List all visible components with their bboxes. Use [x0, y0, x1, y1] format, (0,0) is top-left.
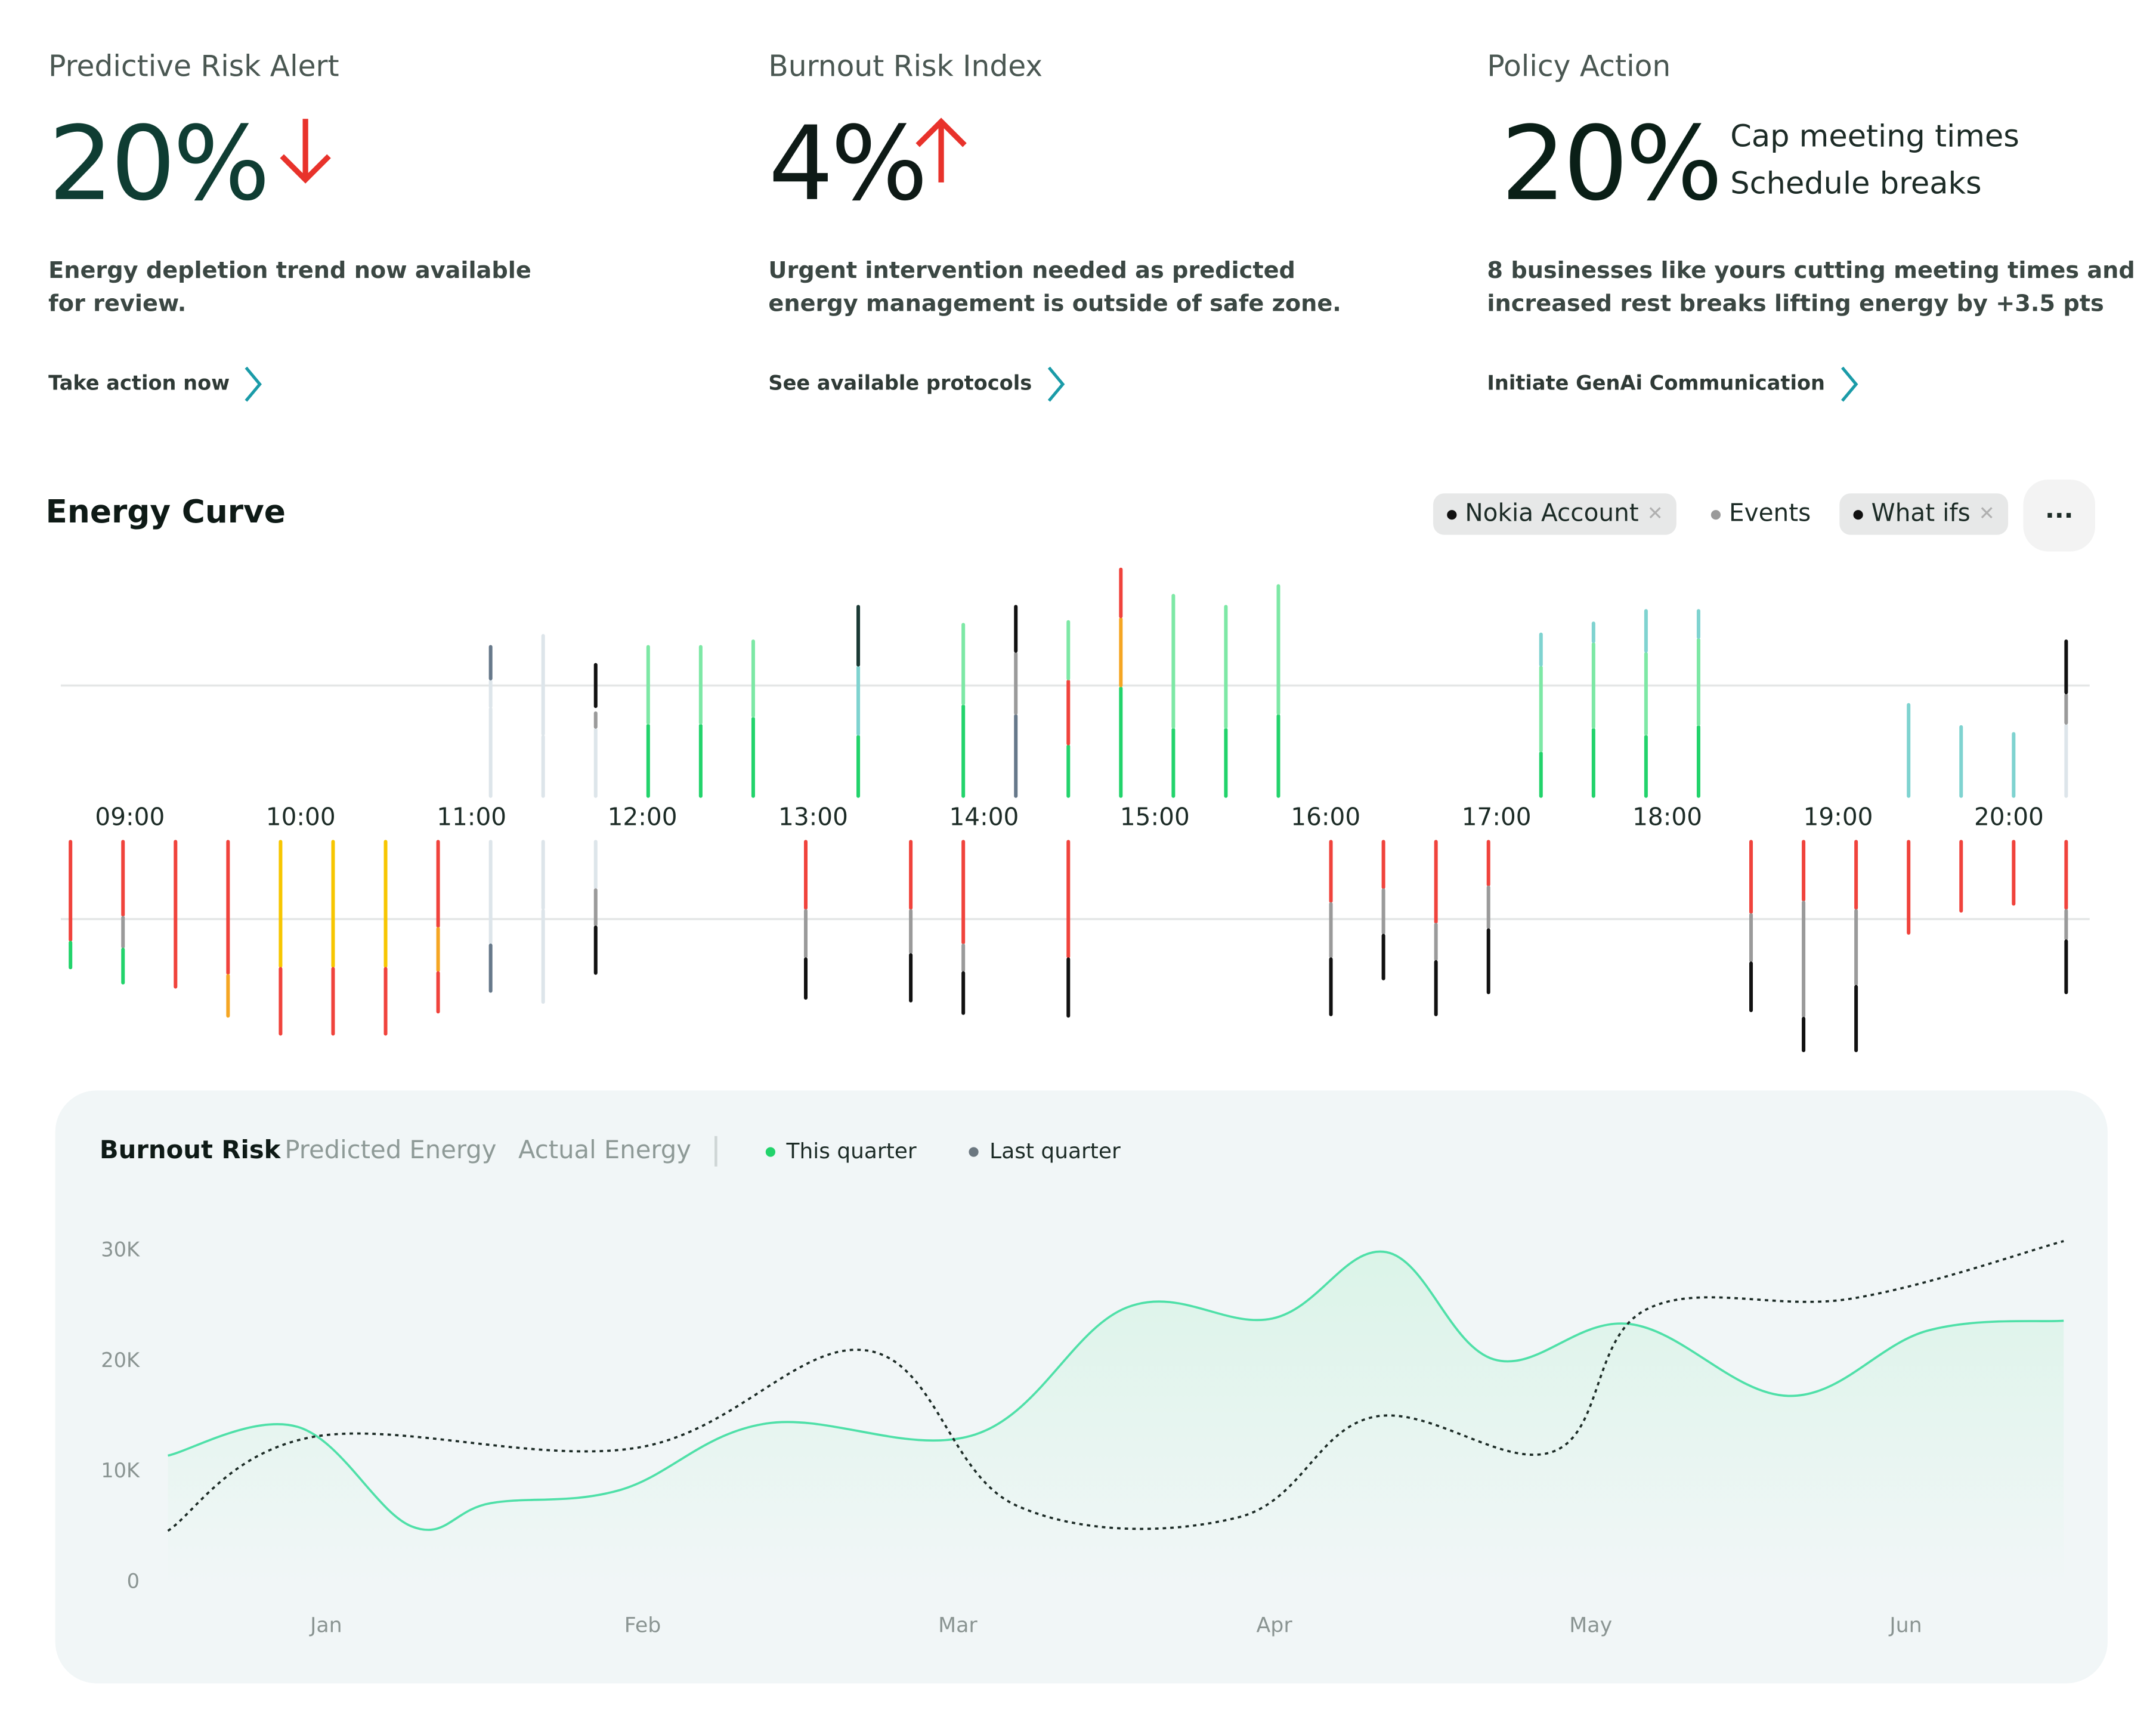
- dot-icon: [1710, 509, 1721, 519]
- filter-chip-nokia-account[interactable]: Nokia Account ✕: [1433, 493, 1678, 535]
- burnout-risk-value: 4%: [768, 105, 927, 224]
- x-tick: Apr: [1256, 1613, 1292, 1638]
- card-title-predictive-risk: Predictive Risk Alert: [48, 50, 339, 83]
- predictive-risk-description: Energy depletion trend now available for …: [48, 254, 531, 320]
- y-tick: 0: [126, 1571, 140, 1594]
- x-tick: Feb: [624, 1613, 661, 1638]
- legend-label: This quarter: [786, 1139, 917, 1164]
- predictive-risk-value: 20%: [48, 105, 270, 224]
- link-label: Take action now: [48, 373, 230, 395]
- description-line: 8 businesses like yours cutting meeting …: [1487, 257, 2135, 284]
- time-label: 18:00: [1632, 804, 1703, 833]
- dot-icon: [1447, 509, 1457, 519]
- y-tick: 30K: [101, 1239, 140, 1262]
- chip-label: What ifs: [1871, 500, 1971, 528]
- series-line-this-quarter: [168, 1250, 2064, 1531]
- more-icon: ···: [2044, 501, 2074, 530]
- see-protocols-link[interactable]: See available protocols: [768, 366, 1065, 402]
- description-line: energy management is outside of safe zon…: [768, 290, 1341, 317]
- card-title-policy-action: Policy Action: [1487, 50, 1671, 83]
- dot-icon: [969, 1146, 979, 1156]
- x-tick: May: [1569, 1613, 1613, 1638]
- time-label: 09:00: [95, 804, 165, 833]
- time-label: 17:00: [1461, 804, 1532, 833]
- description-line: for review.: [48, 290, 187, 317]
- chevron-right-icon: [1047, 366, 1065, 402]
- chevron-right-icon: [245, 366, 262, 402]
- link-label: Initiate GenAi Communication: [1487, 373, 1825, 395]
- y-tick: 20K: [101, 1350, 140, 1373]
- time-label: 11:00: [437, 804, 507, 833]
- time-label: 16:00: [1291, 804, 1361, 833]
- policy-action-item: Cap meeting times: [1730, 120, 2019, 155]
- tab-burnout-risk[interactable]: Burnout Risk: [99, 1136, 281, 1165]
- y-tick: 10K: [101, 1461, 140, 1483]
- burnout-risk-description: Urgent intervention needed as predicted e…: [768, 254, 1341, 320]
- arrow-up-icon: [915, 117, 967, 183]
- description-line: Urgent intervention needed as predicted: [768, 257, 1295, 284]
- close-icon[interactable]: ✕: [1647, 503, 1663, 525]
- policy-action-value: 20%: [1501, 105, 1723, 224]
- policy-action-item: Schedule breaks: [1730, 167, 1982, 202]
- chip-label: Nokia Account: [1465, 500, 1639, 528]
- legend-label: Last quarter: [989, 1139, 1121, 1164]
- time-label: 14:00: [949, 804, 1019, 833]
- time-label: 15:00: [1119, 804, 1190, 833]
- card-title-burnout-risk: Burnout Risk Index: [768, 50, 1043, 83]
- arrow-down-icon: [280, 119, 331, 184]
- initiate-genai-link[interactable]: Initiate GenAi Communication: [1487, 366, 1858, 402]
- time-label: 13:00: [778, 804, 848, 833]
- time-label: 10:00: [265, 804, 336, 833]
- dot-icon: [765, 1146, 776, 1156]
- time-label: 19:00: [1803, 804, 1873, 833]
- energy-curve-bars: [60, 567, 2090, 1053]
- x-tick: Jan: [310, 1613, 342, 1638]
- filter-chip-what-ifs[interactable]: What ifs ✕: [1839, 493, 2009, 535]
- tab-predicted-energy[interactable]: Predicted Energy: [284, 1136, 497, 1165]
- energy-curve-title: Energy Curve: [45, 494, 286, 531]
- x-tick: Jun: [1889, 1613, 1922, 1638]
- more-options-button[interactable]: ···: [2023, 480, 2096, 552]
- x-tick: Mar: [938, 1613, 978, 1638]
- chevron-right-icon: [1840, 366, 1858, 402]
- close-icon[interactable]: ✕: [1978, 503, 1995, 525]
- tab-divider: [714, 1136, 717, 1167]
- dot-icon: [1853, 509, 1863, 519]
- legend-last-quarter: Last quarter: [969, 1139, 1121, 1164]
- policy-action-description: 8 businesses like yours cutting meeting …: [1487, 254, 2135, 320]
- description-line: increased rest breaks lifting energy by …: [1487, 290, 2104, 317]
- legend-this-quarter: This quarter: [765, 1139, 917, 1164]
- time-label: 12:00: [607, 804, 678, 833]
- filter-chip-events[interactable]: Events: [1697, 493, 1825, 535]
- tab-actual-energy[interactable]: Actual Energy: [518, 1136, 691, 1165]
- link-label: See available protocols: [768, 373, 1032, 395]
- description-line: Energy depletion trend now available: [48, 257, 531, 284]
- series-area: [168, 1251, 2064, 1584]
- chip-label: Events: [1728, 500, 1811, 528]
- time-label: 20:00: [1974, 804, 2044, 833]
- series-line-last-quarter: [167, 1240, 2064, 1532]
- take-action-link[interactable]: Take action now: [48, 366, 263, 402]
